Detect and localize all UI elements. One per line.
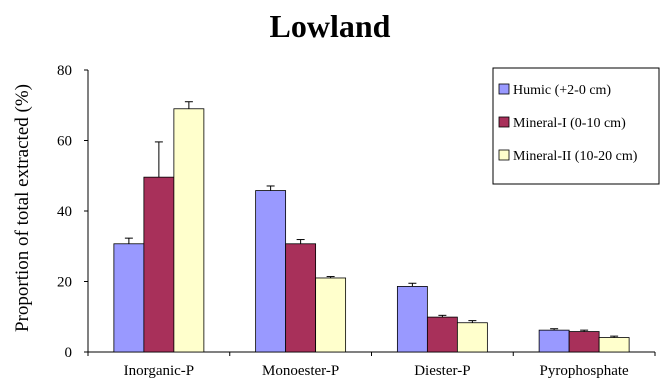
legend-label: Humic (+2-0 cm): [513, 83, 611, 98]
bar: [568, 331, 600, 353]
chart-title: Lowland: [270, 8, 391, 44]
legend-box: [492, 67, 660, 185]
y-tick-label: 20: [57, 275, 72, 291]
axes: 0 20 40 60 80 Inorganic-P Monoester-P Diester-P…: [57, 63, 656, 379]
y-tick-label: 40: [57, 204, 72, 220]
y-tick-label: 0: [65, 345, 73, 361]
x-category-label: Diester-P: [414, 363, 470, 379]
bar: [315, 277, 347, 353]
bar: [426, 316, 458, 353]
bars: [113, 101, 630, 353]
bar: [456, 322, 488, 353]
y-tick-label: 80: [57, 63, 72, 79]
bar: [255, 190, 287, 353]
bar: [113, 243, 145, 353]
bar: [396, 286, 428, 353]
bar: [173, 108, 205, 353]
y-axis-title: Proportion of total extracted (%): [12, 84, 33, 332]
legend-label: Mineral-I (0-10 cm): [513, 116, 626, 131]
bar: [538, 329, 570, 353]
legend-swatch: [498, 83, 510, 95]
x-category-label: Inorganic-P: [124, 363, 195, 379]
x-category-label: Pyrophosphate: [540, 363, 630, 379]
legend-label: Mineral-II (10-20 cm): [513, 149, 638, 164]
bar: [143, 176, 175, 353]
legend: Humic (+2-0 cm) Mineral-I (0-10 cm) Minera…: [492, 67, 660, 185]
x-category-label: Monoester-P: [262, 363, 339, 379]
legend-swatch: [498, 116, 510, 128]
bar: [285, 243, 317, 353]
legend-swatch: [498, 149, 510, 161]
bar: [598, 337, 630, 353]
y-tick-label: 60: [57, 134, 72, 150]
